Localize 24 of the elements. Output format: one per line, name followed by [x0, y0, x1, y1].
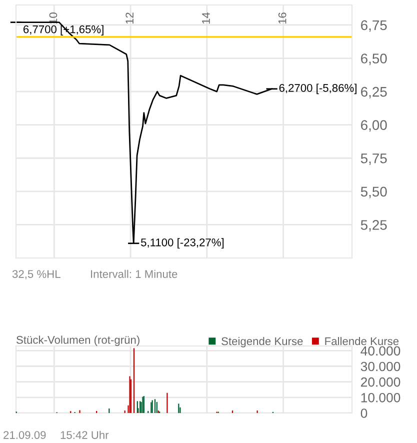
y-tick-label: 10.000 — [361, 392, 400, 402]
y-tick-label: 20.000 — [360, 377, 400, 387]
y-tick-label: 6,25 — [361, 86, 387, 98]
y-tick-label: 5,25 — [360, 220, 387, 232]
y-tick-label: 5,50 — [360, 186, 387, 198]
text: 21.09.09 — [4, 431, 46, 439]
annotation: 6,2700 [-5,86%] — [279, 84, 356, 94]
text: Intervall: 1 Minute — [91, 270, 178, 278]
legend-label: Steigende Kurse — [222, 336, 303, 348]
text: 15:42 Uhr — [60, 430, 109, 439]
y-tick-label: 30.000 — [360, 362, 400, 372]
y-tick-label: 40.000 — [360, 346, 400, 356]
text: 32,5 %HL — [12, 270, 60, 280]
chart-title: Stück-Volumen (rot-grün) — [16, 336, 140, 346]
y-tick-label: 6,75 — [361, 20, 387, 32]
annotation: 5,1100 [-23,27%] — [140, 238, 224, 249]
y-tick-label: 6,50 — [361, 54, 387, 66]
x-tick-label: 14 — [202, 12, 210, 24]
x-tick-label: 16 — [278, 12, 286, 24]
y-tick-label: 5,75 — [360, 154, 387, 165]
y-tick-label: 6,00 — [361, 120, 387, 132]
x-tick-label: 12 — [126, 12, 134, 24]
legend-label: Fallende Kurse — [325, 336, 399, 346]
y-tick-label: 0 — [360, 408, 368, 418]
